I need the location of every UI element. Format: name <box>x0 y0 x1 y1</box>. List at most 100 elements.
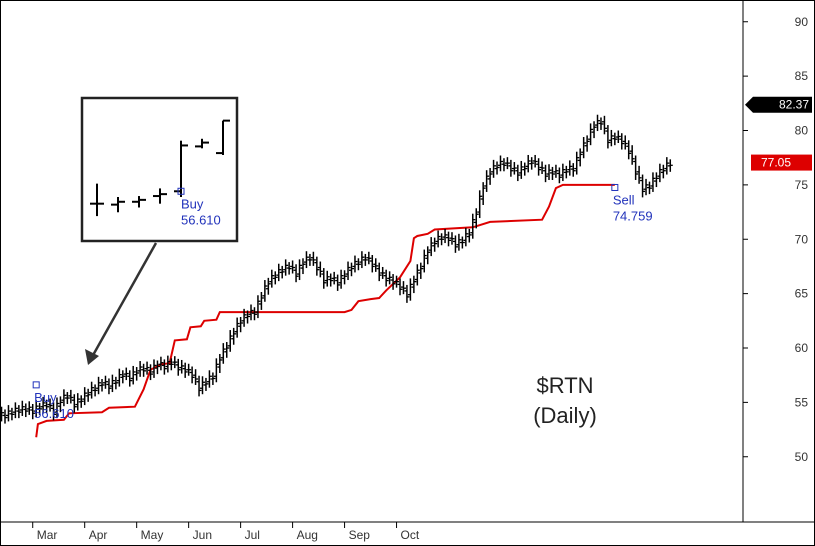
price-bar <box>61 389 67 407</box>
price-bar <box>245 310 251 324</box>
price-bar <box>508 159 514 177</box>
price-bar <box>324 270 330 287</box>
price-bar <box>601 115 607 135</box>
price-bar <box>605 125 611 149</box>
price-bar <box>581 137 587 159</box>
price-bar <box>522 162 528 176</box>
price-bar <box>116 368 122 387</box>
price-bar <box>272 271 278 285</box>
price-bar <box>439 233 445 246</box>
price-bar <box>0 406 5 422</box>
x-tick-label: Sep <box>349 528 371 542</box>
price-bar <box>394 275 400 288</box>
last-price-label: 82.37 <box>779 98 809 112</box>
price-bar <box>452 235 458 253</box>
signal-marker <box>32 381 40 389</box>
price-bar <box>328 273 334 287</box>
price-bar <box>595 114 601 132</box>
price-bar <box>2 409 8 424</box>
price-bar <box>127 370 133 387</box>
last-price-tag <box>745 96 812 113</box>
price-bar <box>487 168 493 185</box>
price-bar <box>390 274 396 290</box>
price-bar <box>130 365 136 385</box>
inset-bar <box>90 183 104 217</box>
price-bar <box>196 375 202 397</box>
y-tick-label: 60 <box>795 341 809 355</box>
price-bar <box>567 160 573 176</box>
price-bar <box>33 400 39 418</box>
price-bar <box>40 396 46 413</box>
price-bar <box>646 181 652 195</box>
price-bar <box>466 228 472 243</box>
signal-value: 56.610 <box>34 406 74 421</box>
price-bar <box>504 157 510 170</box>
price-bar <box>404 284 410 303</box>
price-bar <box>314 256 320 276</box>
price-bar <box>241 308 247 327</box>
price-bar <box>425 246 431 265</box>
x-tick-label: Aug <box>297 528 318 542</box>
price-bar <box>9 407 15 421</box>
price-bar <box>265 277 271 295</box>
price-bar <box>286 262 292 275</box>
y-tick-label: 55 <box>795 395 809 409</box>
chart-title: $RTN <box>536 373 593 398</box>
price-bar <box>640 174 646 198</box>
price-bar <box>75 393 81 411</box>
price-bar <box>660 164 666 179</box>
price-bar <box>262 280 268 302</box>
price-bar <box>283 259 289 276</box>
price-bar <box>432 237 438 252</box>
price-bar <box>563 165 569 179</box>
price-bar <box>574 151 580 175</box>
price-bar <box>442 228 448 244</box>
price-bar <box>251 307 257 321</box>
price-bar <box>643 178 649 196</box>
price-bar <box>588 123 594 146</box>
price-bar <box>290 260 296 274</box>
price-bar <box>362 253 368 266</box>
y-tick-label: 85 <box>795 69 809 83</box>
price-bar <box>279 265 285 279</box>
price-bar <box>477 190 483 219</box>
price-bar <box>200 376 206 395</box>
chart-subtitle: (Daily) <box>533 403 597 428</box>
price-bar <box>331 271 337 285</box>
price-bar <box>144 361 150 375</box>
price-bar <box>231 327 237 345</box>
price-bar <box>303 251 309 269</box>
price-bar <box>650 172 656 192</box>
price-bar <box>203 377 209 391</box>
price-bar <box>449 232 455 245</box>
price-bar <box>376 262 382 282</box>
price-bar <box>158 356 164 371</box>
price-bar <box>71 394 77 413</box>
price-bar <box>338 269 344 289</box>
price-bar <box>51 402 57 421</box>
price-bar <box>321 268 327 289</box>
price-bar <box>383 269 389 287</box>
price-bar <box>480 182 486 205</box>
price-bar <box>213 358 219 383</box>
price-bar <box>598 117 604 130</box>
price-bar <box>633 155 639 180</box>
price-bar <box>109 374 115 393</box>
price-bar <box>463 227 469 247</box>
pointer-arrow-line <box>90 242 158 358</box>
price-bar <box>543 164 549 183</box>
inset-box <box>80 96 239 243</box>
price-bar <box>515 164 521 182</box>
price-bar <box>570 163 576 177</box>
price-bar <box>234 317 240 338</box>
stop-price-tag <box>751 154 812 171</box>
price-bar <box>113 376 119 390</box>
price-bar <box>106 378 112 395</box>
price-bar <box>78 395 84 408</box>
inset-bar <box>195 138 209 149</box>
stop-price-label: 77.05 <box>761 156 791 170</box>
price-bar <box>397 278 403 296</box>
price-bar <box>511 162 517 175</box>
price-bar <box>300 258 306 275</box>
